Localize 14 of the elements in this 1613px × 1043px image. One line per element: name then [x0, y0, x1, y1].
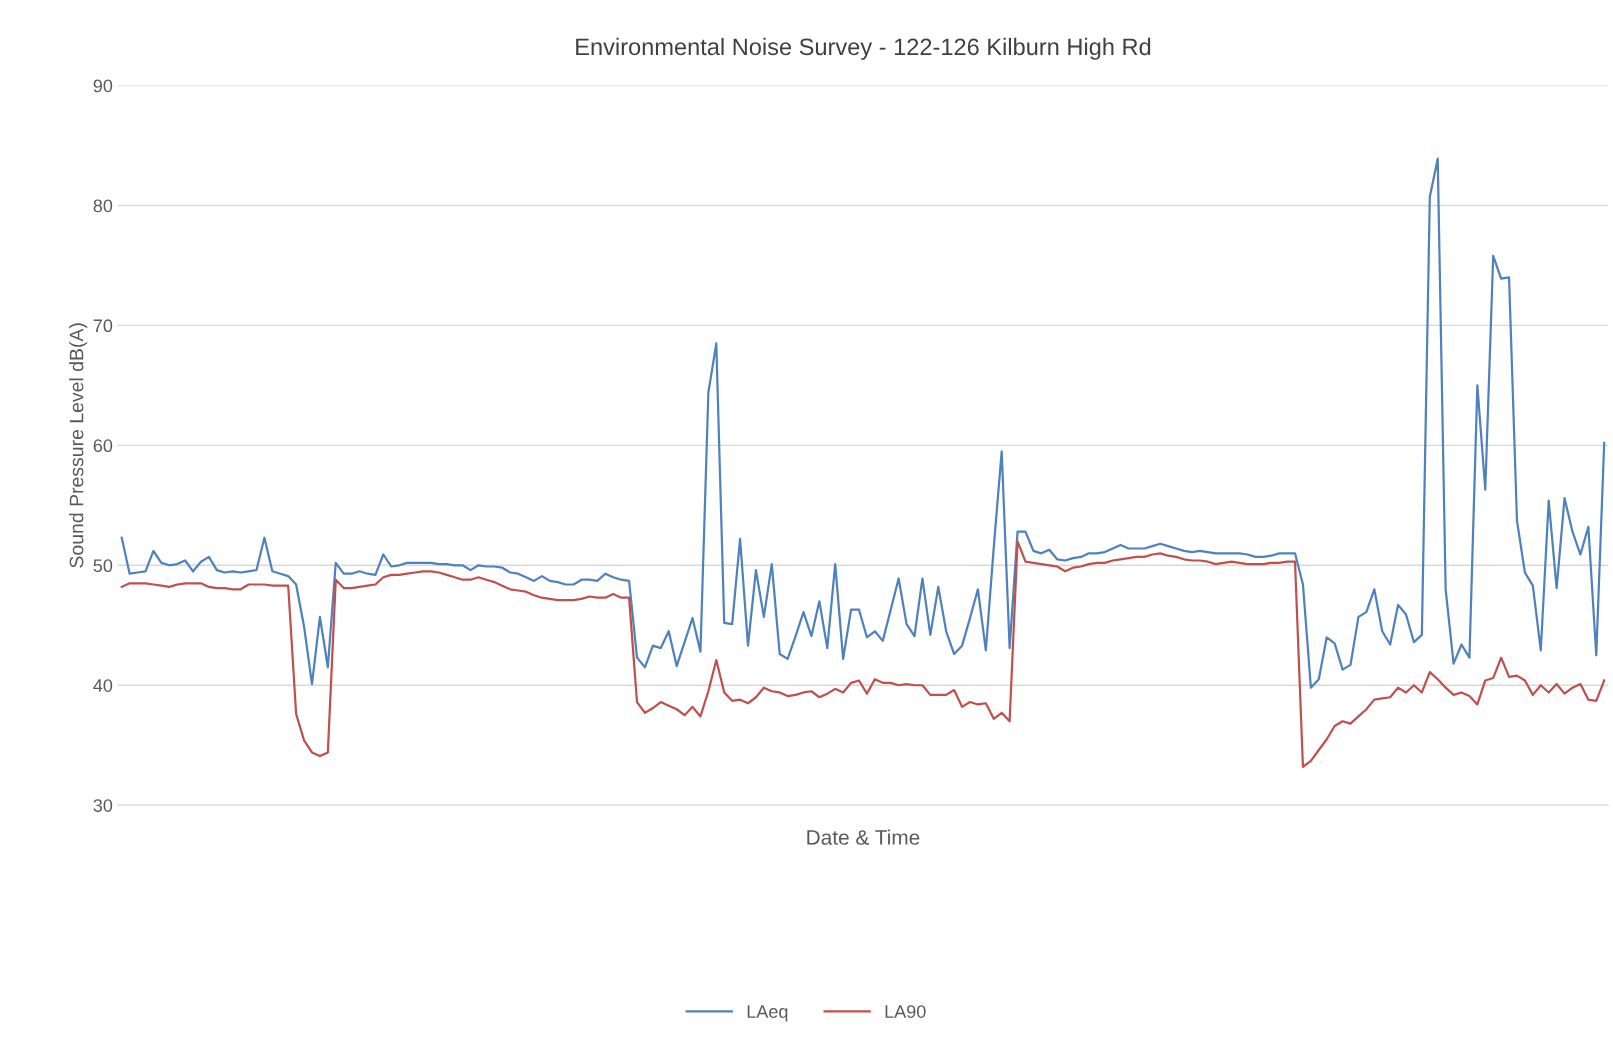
legend-label: LAeq [747, 1005, 788, 1022]
y-tick-label: 60 [93, 439, 113, 453]
y-tick-label: 90 [93, 79, 113, 93]
y-axis-title: Sound Pressure Level dB(A) [69, 323, 88, 568]
line-series [120, 157, 1606, 689]
y-tick-label: 40 [93, 679, 113, 692]
y-tick-label: 50 [93, 559, 113, 573]
legend-label: LA90 [885, 1005, 926, 1018]
y-tick-label: 80 [93, 199, 113, 213]
line-series [120, 540, 1606, 768]
y-tick-label: 70 [93, 319, 113, 333]
chart-title: Environmental Noise Survey - 122-126 Kilburn High Rd [576, 37, 1151, 60]
y-tick-label: 30 [93, 799, 113, 812]
x-axis-title: Date & Time [807, 829, 920, 845]
